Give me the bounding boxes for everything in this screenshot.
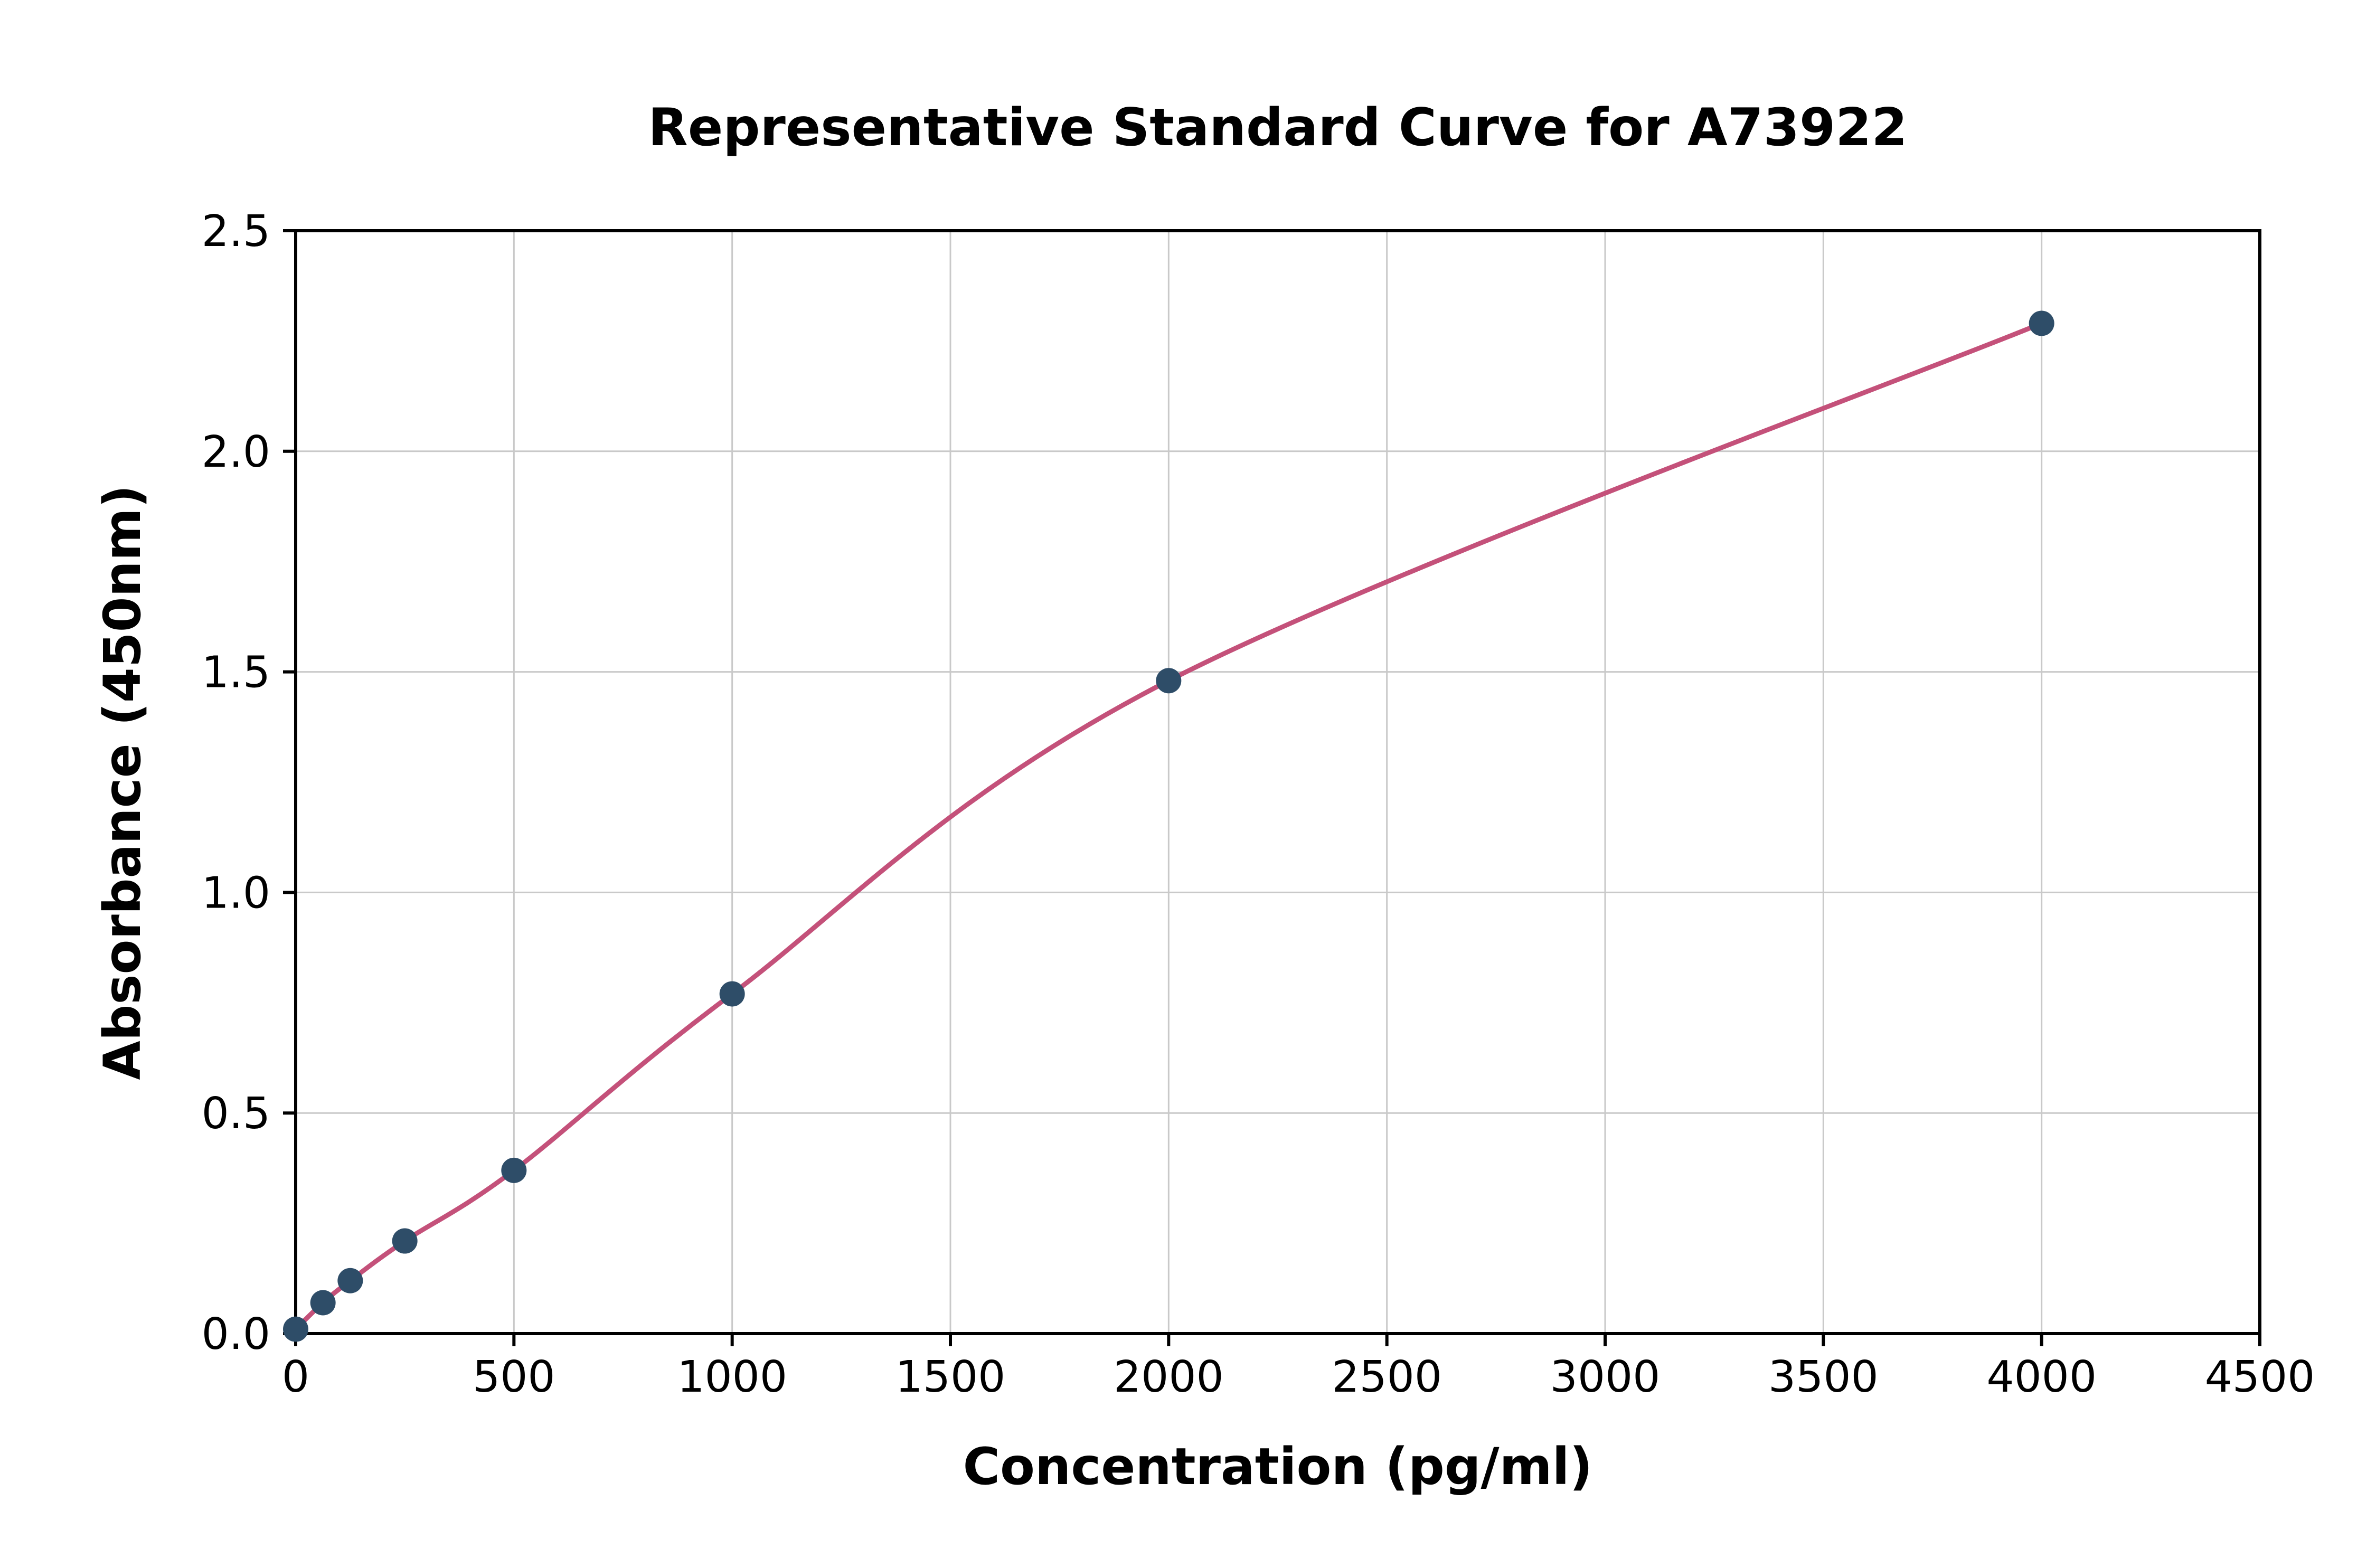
x-tick-label: 3500 — [1768, 1352, 1879, 1402]
data-point — [310, 1290, 336, 1316]
y-axis-label: Absorbance (450nm) — [93, 485, 152, 1080]
data-point — [501, 1157, 527, 1183]
data-point — [719, 981, 745, 1007]
x-axis-label: Concentration (pg/ml) — [963, 1437, 1593, 1496]
x-tick-label: 2500 — [1332, 1352, 1442, 1402]
y-tick-label: 0.5 — [202, 1089, 270, 1139]
data-point — [1156, 668, 1182, 694]
data-point — [2029, 310, 2054, 336]
x-tick-label: 4500 — [2205, 1352, 2315, 1402]
x-tick-label: 3000 — [1550, 1352, 1661, 1402]
x-tick-label: 1000 — [677, 1352, 787, 1402]
x-tick-label: 2000 — [1114, 1352, 1224, 1402]
x-tick-label: 4000 — [1986, 1352, 2097, 1402]
data-point — [392, 1228, 418, 1254]
data-point — [283, 1316, 308, 1342]
y-tick-label: 2.5 — [202, 206, 270, 257]
chart-title: Representative Standard Curve for A73922 — [648, 98, 1908, 158]
x-tick-label: 500 — [473, 1352, 555, 1402]
y-tick-label: 0.0 — [202, 1309, 270, 1359]
y-tick-label: 1.0 — [202, 868, 270, 918]
y-tick-label: 2.0 — [202, 427, 270, 477]
plot-border — [294, 229, 2261, 1335]
y-tick-label: 1.5 — [202, 648, 270, 698]
x-tick-label: 1500 — [895, 1352, 1006, 1402]
x-tick-label: 0 — [282, 1352, 309, 1402]
data-point — [337, 1268, 363, 1293]
